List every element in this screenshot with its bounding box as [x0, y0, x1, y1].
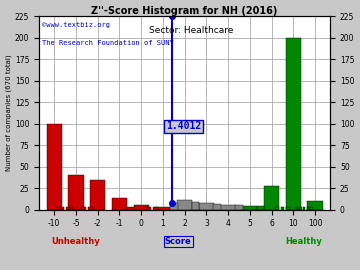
Text: Unhealthy: Unhealthy [51, 237, 100, 246]
Bar [303, 207, 305, 210]
Bar [68, 175, 84, 210]
Text: Healthy: Healthy [286, 237, 323, 246]
Bar [62, 207, 64, 210]
Bar [192, 202, 199, 210]
Bar [81, 207, 86, 210]
Bar [134, 205, 149, 210]
Text: Score: Score [165, 237, 192, 246]
Bar [177, 200, 192, 210]
Bar [275, 207, 279, 210]
Bar [286, 38, 301, 210]
Text: Sector: Healthcare: Sector: Healthcare [149, 26, 233, 35]
Bar [199, 203, 214, 210]
Bar [88, 207, 93, 210]
Bar [306, 207, 309, 210]
Bar [280, 207, 284, 210]
Bar [70, 207, 73, 210]
Bar [155, 207, 171, 210]
Bar [170, 203, 177, 210]
Bar [286, 207, 290, 210]
Bar [126, 207, 134, 210]
Bar [213, 204, 221, 210]
Bar [57, 207, 60, 210]
Bar [90, 180, 105, 210]
Title: Z''-Score Histogram for NH (2016): Z''-Score Histogram for NH (2016) [91, 6, 278, 16]
Bar [220, 205, 236, 210]
Bar [242, 206, 257, 210]
Text: ©www.textbiz.org: ©www.textbiz.org [42, 22, 110, 28]
Bar [257, 206, 265, 210]
Bar [310, 207, 312, 210]
Bar [264, 185, 279, 210]
Bar [307, 201, 323, 210]
Y-axis label: Number of companies (670 total): Number of companies (670 total) [5, 55, 12, 171]
Bar [299, 207, 302, 210]
Bar [47, 124, 62, 210]
Bar [296, 207, 298, 210]
Bar [112, 198, 127, 210]
Bar [66, 207, 69, 210]
Bar [146, 207, 151, 210]
Bar [153, 207, 158, 210]
Text: 1.4012: 1.4012 [166, 121, 201, 131]
Text: The Research Foundation of SUNY: The Research Foundation of SUNY [42, 39, 174, 46]
Bar [235, 205, 243, 210]
